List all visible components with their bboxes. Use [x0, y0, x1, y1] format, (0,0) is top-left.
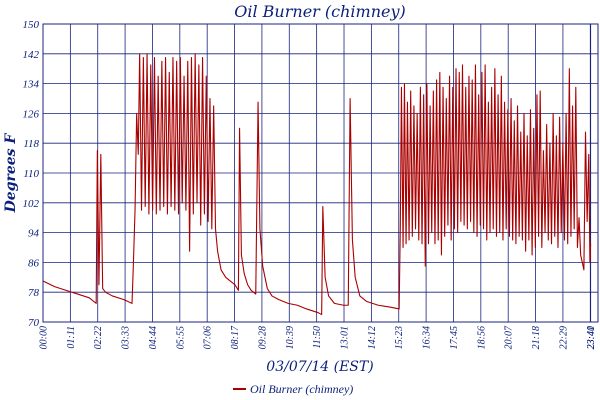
x-tick-label: 20:07	[504, 325, 515, 349]
y-tick-label: 102	[23, 198, 40, 210]
legend-label: Oil Burner (chimney)	[250, 382, 353, 396]
x-tick-label: 16:34	[422, 326, 433, 349]
y-tick-label: 118	[23, 138, 39, 150]
x-tick-label: 05:55	[175, 326, 186, 349]
x-tick-label: 11:50	[312, 326, 323, 349]
x-tick-label: 09:28	[257, 326, 268, 349]
x-tick-label: 02:22	[93, 326, 104, 349]
x-tick-label: 04:44	[148, 326, 159, 349]
y-axis-label: Degrees F	[3, 133, 19, 214]
x-tick-label: 17:45	[449, 326, 460, 349]
x-tick-label: 13:01	[340, 326, 351, 349]
x-tick-label: 00:00	[39, 326, 50, 349]
plot-area-frame	[42, 23, 599, 323]
x-tick-label: 01:11	[66, 326, 77, 349]
y-axis-ticks: 70 78 86 94 102 110 118 126 134 142 150	[23, 19, 40, 329]
x-tick-label: 10:39	[285, 326, 296, 349]
x-tick-label: 15:23	[394, 326, 405, 349]
x-tick-label: 18:56	[476, 326, 487, 349]
x-tick-label: 23:40	[586, 326, 597, 349]
x-tick-label: 23:41	[586, 326, 597, 349]
y-tick-label: 142	[23, 49, 40, 61]
y-tick-label: 126	[23, 108, 40, 120]
series-line-oil-burner	[42, 53, 592, 316]
y-tick-label: 134	[23, 79, 40, 91]
x-tick-label: 22:29	[558, 326, 569, 349]
series-group	[42, 53, 592, 316]
x-tick-label: 14:12	[367, 326, 378, 349]
x-axis-label: 03/07/14 (EST)	[266, 359, 373, 375]
y-tick-label: 150	[23, 19, 40, 31]
x-tick-label: 21:18	[531, 326, 542, 349]
y-tick-label: 94	[28, 228, 40, 240]
y-tick-label: 78	[28, 287, 40, 299]
x-tick-label: 08:17	[230, 325, 241, 349]
x-axis-ticks: 00:00 01:11 02:22 03:33 04:44 05:55 07:06 08:17…	[39, 325, 598, 349]
y-tick-label: 70	[28, 317, 40, 329]
y-tick-label: 110	[23, 168, 39, 180]
y-tick-label: 86	[28, 257, 40, 269]
x-tick-label: 03:33	[121, 326, 132, 349]
chart-title: Oil Burner (chimney)	[234, 2, 406, 21]
x-tick-label: 07:06	[203, 326, 214, 349]
legend: Oil Burner (chimney)	[233, 382, 353, 396]
